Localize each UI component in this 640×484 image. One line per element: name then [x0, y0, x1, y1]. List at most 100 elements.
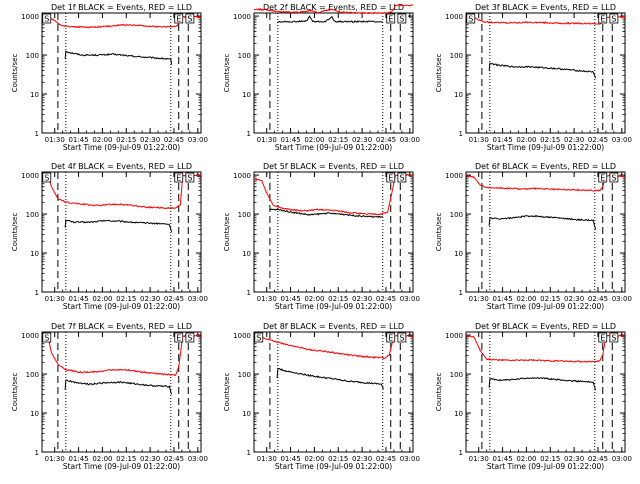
marker-label: S [399, 15, 404, 24]
y-tick-label: 10 [30, 410, 39, 418]
y-tick-label: 1 [247, 289, 251, 297]
marker-e: E [598, 13, 608, 24]
x-tick-label: 02:15 [116, 295, 136, 303]
marker-label: S [399, 174, 404, 183]
marker-s: S [185, 13, 195, 24]
chart-panel-8: Det 8f BLACK = Events, RED = LLD 1 10 100 10… [223, 322, 420, 471]
x-tick-label: 03:00 [188, 295, 208, 303]
x-axis-label: Start Time (09-Jul-09 01:22:00) [63, 143, 180, 152]
y-tick-label: 100 [26, 52, 39, 60]
y-tick-label: 1000 [233, 332, 251, 340]
series-line-lld [465, 15, 626, 25]
x-tick-label: 01:30 [469, 295, 489, 303]
plot-frame [465, 331, 626, 453]
series-line-lld [253, 173, 414, 216]
x-axis-label: Start Time (09-Jul-09 01:22:00) [63, 462, 180, 471]
y-axis-label: Counts/sec [11, 373, 19, 412]
marker-e: E [598, 332, 608, 343]
marker-box [185, 332, 195, 343]
x-axis-label: Start Time (09-Jul-09 01:22:00) [487, 302, 604, 311]
x-tick-label: 02:00 [516, 136, 536, 144]
marker-s: S [185, 172, 195, 183]
x-tick-label: 03:00 [188, 136, 208, 144]
x-tick-label: 01:45 [280, 136, 300, 144]
y-tick-label: 100 [450, 211, 463, 219]
x-tick-label: 02:00 [304, 295, 324, 303]
series-line-events [64, 218, 173, 232]
y-tick-label: 1 [247, 449, 251, 457]
x-tick-label: 02:15 [328, 295, 348, 303]
marker-e: E [174, 13, 184, 24]
marker-label: S [187, 15, 192, 24]
y-tick-label: 1 [35, 289, 39, 297]
y-tick-label: 100 [26, 211, 39, 219]
x-tick-label: 03:00 [612, 136, 632, 144]
x-tick-label: 02:30 [564, 136, 584, 144]
y-tick-label: 10 [242, 250, 251, 258]
series-line-lld [41, 174, 202, 210]
marker-label: E [176, 15, 181, 24]
marker-box [254, 332, 264, 343]
y-tick-label: 1 [247, 130, 251, 138]
x-tick-label: 02:30 [564, 295, 584, 303]
x-tick-label: 02:30 [140, 136, 160, 144]
chart-panel-3: Det 3f BLACK = Events, RED = LLD 1 10 100 10… [435, 3, 632, 152]
series-line-lld [41, 15, 202, 29]
marker-box [609, 172, 619, 183]
x-tick-label: 02:00 [92, 455, 112, 463]
y-axis-label: Counts/sec [223, 54, 231, 93]
x-tick-label: 01:45 [492, 295, 512, 303]
chart-title: Det 5f BLACK = Events, RED = LLD [263, 162, 404, 171]
y-tick-label: 100 [450, 52, 463, 60]
marker-s: S [42, 172, 52, 183]
x-tick-label: 02:00 [516, 455, 536, 463]
y-axis-label: Counts/sec [223, 373, 231, 412]
y-tick-label: 10 [242, 91, 251, 99]
y-tick-label: 1000 [233, 13, 251, 21]
x-tick-label: 02:30 [352, 136, 372, 144]
marker-s: S [609, 13, 619, 24]
marker-box [598, 172, 608, 183]
x-tick-label: 02:45 [376, 295, 396, 303]
marker-label: E [600, 174, 605, 183]
chart-title: Det 7f BLACK = Events, RED = LLD [51, 322, 192, 331]
plot-frame [41, 331, 202, 453]
marker-label: S [611, 15, 616, 24]
marker-box [185, 172, 195, 183]
y-tick-label: 1 [35, 449, 39, 457]
chart-panel-5: Det 5f BLACK = Events, RED = LLD 1 10 100 10… [223, 162, 420, 311]
x-tick-label: 02:30 [352, 455, 372, 463]
x-tick-label: 01:30 [257, 136, 277, 144]
marker-e: E [598, 172, 608, 183]
x-tick-label: 02:30 [140, 455, 160, 463]
x-axis-label: Start Time (09-Jul-09 01:22:00) [275, 462, 392, 471]
marker-label: S [187, 174, 192, 183]
plot-frame [253, 171, 414, 293]
x-axis-label: Start Time (09-Jul-09 01:22:00) [275, 302, 392, 311]
series-line-events [488, 214, 597, 230]
x-tick-label: 02:15 [328, 136, 348, 144]
marker-s: S [397, 13, 407, 24]
y-tick-label: 1000 [445, 332, 463, 340]
y-tick-label: 100 [26, 371, 39, 379]
marker-label: S [256, 334, 261, 343]
x-tick-label: 01:45 [280, 295, 300, 303]
marker-box [609, 332, 619, 343]
x-tick-label: 01:30 [257, 295, 277, 303]
series-line-lld [465, 174, 626, 192]
x-tick-label: 02:45 [164, 136, 184, 144]
chart-title: Det 2f BLACK = Events, RED = LLD [263, 3, 404, 12]
y-tick-label: 10 [454, 250, 463, 258]
plot-frame [253, 12, 414, 134]
series-line-lld [254, 334, 414, 359]
plot-frame [41, 171, 202, 293]
y-axis-label: Counts/sec [435, 373, 443, 412]
y-tick-label: 1000 [21, 172, 39, 180]
y-tick-label: 100 [238, 211, 251, 219]
marker-box [466, 13, 476, 24]
x-tick-label: 01:30 [45, 136, 65, 144]
marker-label: E [388, 15, 393, 24]
chart-title: Det 4f BLACK = Events, RED = LLD [51, 162, 192, 171]
